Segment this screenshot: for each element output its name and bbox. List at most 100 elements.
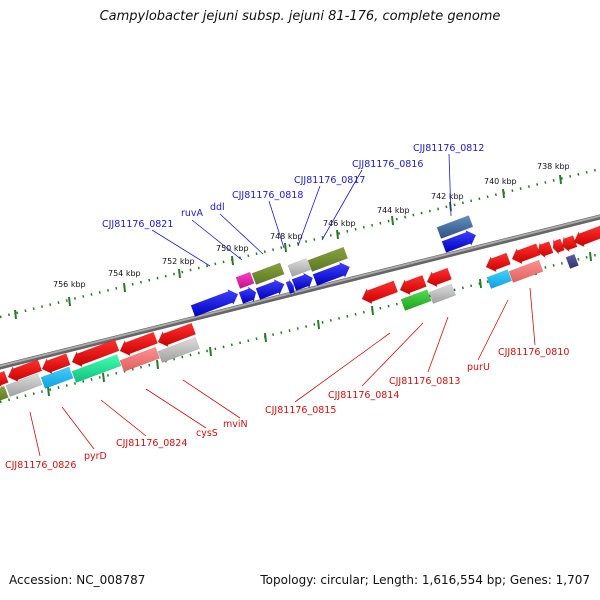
scale-major-tick: [14, 309, 17, 320]
accession-text: Accession: NC_008787: [9, 573, 146, 587]
gene-reverse: [561, 235, 578, 253]
scale-major-tick: [231, 255, 234, 266]
forward-gene-label: CJJ81176_0816: [352, 159, 423, 170]
scale-major-tick: [264, 332, 267, 343]
reverse-gene-label: pyrD: [84, 451, 107, 462]
scale-major-tick: [479, 278, 482, 289]
gene-reverse: [0, 370, 9, 388]
reverse-gene-leader-line: [477, 299, 509, 361]
scale-major-tick: [371, 305, 374, 316]
scale-major-tick: [589, 251, 592, 262]
scale-tick-label: 748 kbp: [270, 232, 303, 241]
upper-scale-track: [0, 167, 600, 319]
scale-major-tick: [178, 268, 181, 279]
gene-colored: [157, 337, 200, 363]
scale-major-tick: [47, 386, 50, 397]
gene-colored: [0, 385, 9, 401]
forward-gene-leader-line: [219, 213, 264, 255]
lower-scale-track: [0, 252, 600, 404]
reverse-gene-label: CJJ81176_0813: [389, 376, 460, 387]
scale-major-tick: [502, 188, 505, 199]
gene-reverse: [157, 322, 197, 348]
scale-tick-label: 744 kbp: [377, 206, 410, 215]
reverse-gene-label: CJJ81176_0826: [5, 460, 76, 471]
scale-tick-label: 754 kbp: [108, 269, 141, 278]
reverse-gene-label: CJJ81176_0814: [328, 390, 399, 401]
scale-major-tick: [68, 296, 71, 307]
forward-gene-label: CJJ81176_0817: [294, 175, 365, 186]
scale-major-tick: [156, 359, 159, 370]
reverse-gene-label: CJJ81176_0815: [265, 405, 336, 416]
forward-gene-leader-line: [448, 153, 452, 217]
reverse-gene-label: CJJ81176_0824: [116, 438, 187, 449]
gene-reverse: [361, 280, 399, 305]
forward-gene-leader-line: [268, 200, 285, 249]
gene-colored: [400, 289, 432, 311]
scale-tick-label: 742 kbp: [431, 192, 464, 201]
gene-forward: [285, 278, 295, 295]
reverse-gene-label: mviN: [223, 419, 248, 430]
scale-major-tick: [559, 174, 562, 185]
gene-forward: [291, 272, 314, 291]
reverse-gene-leader-line: [361, 322, 424, 387]
forward-gene-label: CJJ81176_0818: [232, 190, 303, 201]
reverse-gene-leader-line: [61, 406, 95, 450]
scale-major-tick: [209, 346, 212, 357]
scale-major-tick: [102, 372, 105, 383]
scale-major-tick: [123, 282, 126, 293]
reverse-gene-leader-line: [145, 388, 207, 429]
gene-colored: [235, 271, 255, 289]
reverse-gene-leader-line: [100, 399, 147, 437]
gene-colored: [486, 269, 513, 289]
gene-colored: [5, 373, 43, 397]
scale-major-tick: [391, 215, 394, 226]
scale-tick-label: 752 kbp: [162, 257, 195, 266]
gene-forward: [441, 229, 477, 253]
forward-gene-leader-line: [191, 219, 243, 261]
reverse-gene-label: CJJ81176_0810: [498, 347, 569, 358]
gene-colored: [287, 258, 312, 277]
forward-gene-label: ddl: [210, 202, 225, 213]
gene-colored: [436, 215, 474, 239]
gene-reverse: [485, 252, 511, 273]
reverse-gene-leader-line: [29, 411, 41, 457]
gene-forward: [255, 279, 285, 300]
gene-colored: [40, 366, 74, 389]
scale-major-tick: [336, 229, 339, 240]
gene-colored: [71, 354, 122, 383]
forward-gene-label: CJJ81176_0821: [102, 219, 173, 230]
topology-text: Topology: circular; Length: 1,616,554 bp…: [260, 573, 590, 587]
gene-colored: [251, 262, 285, 285]
gene-reverse: [573, 225, 600, 248]
gene-reverse: [399, 274, 427, 296]
reverse-gene-label: purU: [467, 362, 490, 373]
forward-gene-label: ruvA: [181, 208, 204, 219]
gene-reverse: [511, 243, 541, 265]
map-title: Campylobacter jejuni subsp. jejuni 81-17…: [99, 9, 501, 24]
gene-colored: [119, 346, 161, 372]
forward-gene-leader-line: [297, 185, 321, 247]
reverse-gene-leader-line: [427, 316, 449, 373]
scale-major-tick: [317, 319, 320, 330]
backbone-highlight: [0, 214, 600, 368]
reverse-gene-leader-line: [529, 287, 536, 346]
gene-colored: [428, 283, 456, 304]
gene-reverse: [552, 238, 565, 255]
gene-colored: [508, 259, 544, 283]
gene-colored: [307, 246, 349, 272]
gene-reverse: [537, 241, 554, 259]
gene-reverse: [71, 339, 120, 368]
gene-forward: [238, 286, 257, 304]
reverse-gene-label: cysS: [196, 428, 218, 439]
forward-gene-leader-line: [321, 169, 363, 241]
scale-tick-label: 756 kbp: [53, 280, 86, 289]
scale-tick-label: 740 kbp: [484, 177, 517, 186]
forward-gene-label: CJJ81176_0812: [413, 143, 484, 154]
forward-gene-leader-line: [151, 229, 211, 267]
gene-reverse: [41, 353, 71, 375]
scale-major-tick: [284, 242, 287, 253]
gene-forward: [190, 289, 239, 317]
gene-reverse: [426, 267, 452, 288]
gene-colored: [565, 253, 579, 269]
